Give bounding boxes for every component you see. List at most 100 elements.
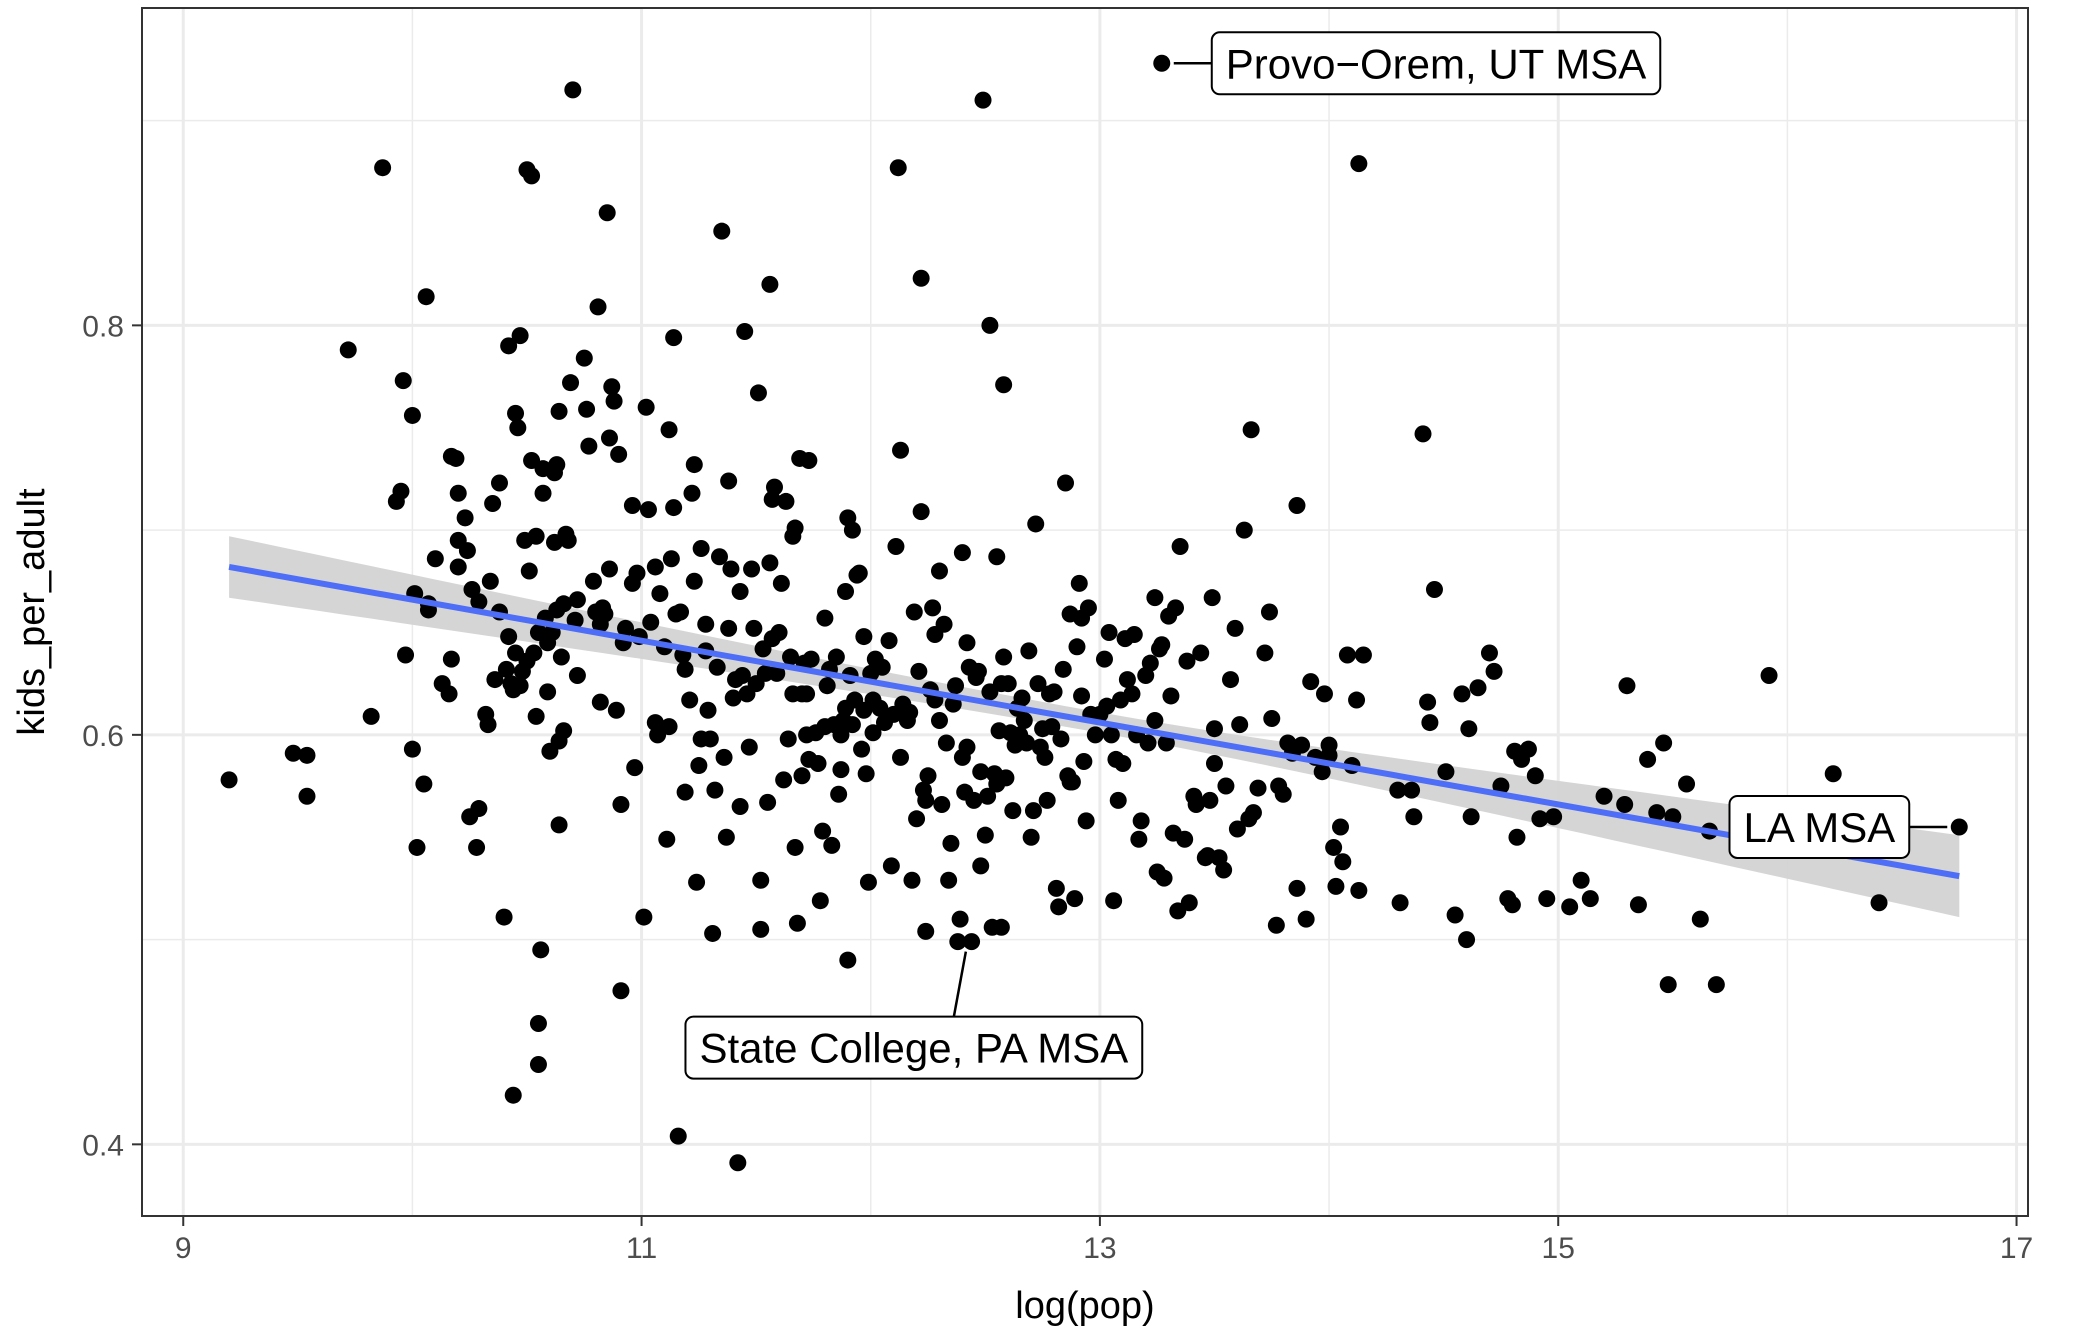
data-point: [685, 456, 703, 474]
data-point: [479, 716, 497, 734]
data-point: [529, 1055, 547, 1073]
data-point: [603, 378, 621, 396]
data-point: [1526, 767, 1544, 785]
data-point: [745, 619, 763, 637]
data-point: [880, 632, 898, 650]
data-point: [770, 623, 788, 641]
y-tick-label: 0.4: [82, 1129, 124, 1162]
data-point: [374, 159, 392, 177]
data-point: [1760, 666, 1778, 684]
data-point: [1132, 812, 1150, 830]
data-point: [843, 521, 861, 539]
data-point: [882, 857, 900, 875]
data-point: [1655, 734, 1673, 752]
data-point: [704, 924, 722, 942]
data-point: [1066, 890, 1084, 908]
data-point: [1332, 818, 1350, 836]
data-point: [1036, 748, 1054, 766]
data-point: [800, 451, 818, 469]
data-point: [637, 398, 655, 416]
data-point: [532, 941, 550, 959]
data-point: [743, 560, 761, 578]
data-point: [1141, 654, 1159, 672]
data-point: [786, 519, 804, 537]
data-point: [584, 572, 602, 590]
data-point: [417, 288, 435, 306]
data-point: [720, 619, 738, 637]
data-point: [1458, 931, 1476, 949]
data-point: [562, 374, 580, 392]
annotation-label: LA MSA: [1744, 804, 1896, 851]
data-point: [662, 550, 680, 568]
data-point: [857, 765, 875, 783]
data-point: [500, 337, 518, 355]
data-point: [617, 619, 635, 637]
data-point: [394, 372, 412, 390]
data-point: [1616, 795, 1634, 813]
plot-panel-border: [141, 7, 2029, 1217]
data-point: [481, 572, 499, 590]
data-point: [1100, 623, 1118, 641]
data-point: [1205, 755, 1223, 773]
x-tick-label: 9: [175, 1232, 192, 1265]
data-point: [912, 503, 930, 521]
data-point: [768, 664, 786, 682]
data-point: [1297, 910, 1315, 928]
data-point: [298, 746, 316, 764]
data-point: [523, 167, 541, 185]
data-point: [642, 613, 660, 631]
data-point: [646, 558, 664, 576]
y-axis-title: kids_per_adult: [11, 488, 53, 736]
data-point: [1485, 662, 1503, 680]
data-point: [1068, 638, 1086, 656]
data-point: [220, 771, 238, 789]
data-point: [1118, 671, 1136, 689]
data-point: [761, 554, 779, 572]
data-point: [550, 816, 568, 834]
data-point: [1334, 853, 1352, 871]
data-point: [814, 822, 832, 840]
data-point: [1029, 675, 1047, 693]
trend-line-layer: [228, 564, 1960, 880]
data-point: [1315, 685, 1333, 703]
data-point: [1274, 785, 1292, 803]
data-point: [440, 685, 458, 703]
data-point: [1050, 898, 1068, 916]
data-point: [1075, 752, 1093, 770]
data-point: [660, 421, 678, 439]
data-point: [871, 699, 889, 717]
data-point: [639, 501, 657, 519]
data-point: [724, 689, 742, 707]
data-point: [864, 724, 882, 742]
data-point: [612, 982, 630, 1000]
data-point: [1327, 877, 1345, 895]
data-point: [1348, 691, 1366, 709]
data-point: [1157, 734, 1175, 752]
data-point: [534, 484, 552, 502]
data-point: [578, 400, 596, 418]
data-point: [681, 691, 699, 709]
data-point: [749, 384, 767, 402]
data-point: [1063, 773, 1081, 791]
data-point: [1153, 54, 1171, 72]
data-point: [1018, 734, 1036, 752]
data-point: [676, 660, 694, 678]
data-point: [1105, 892, 1123, 910]
data-point: [1581, 890, 1599, 908]
data-point: [951, 910, 969, 928]
data-point: [1187, 795, 1205, 813]
data-point: [392, 482, 410, 500]
data-point: [887, 537, 905, 555]
data-point: [759, 793, 777, 811]
data-point: [937, 734, 955, 752]
data-point: [1421, 714, 1439, 732]
data-point: [1350, 881, 1368, 899]
data-point: [468, 838, 486, 856]
data-point: [1460, 720, 1478, 738]
annotation-callout: State College, PA MSA: [684, 951, 1144, 1080]
data-point: [449, 484, 467, 502]
data-point: [752, 920, 770, 938]
data-point: [1503, 896, 1521, 914]
data-point: [947, 677, 965, 695]
